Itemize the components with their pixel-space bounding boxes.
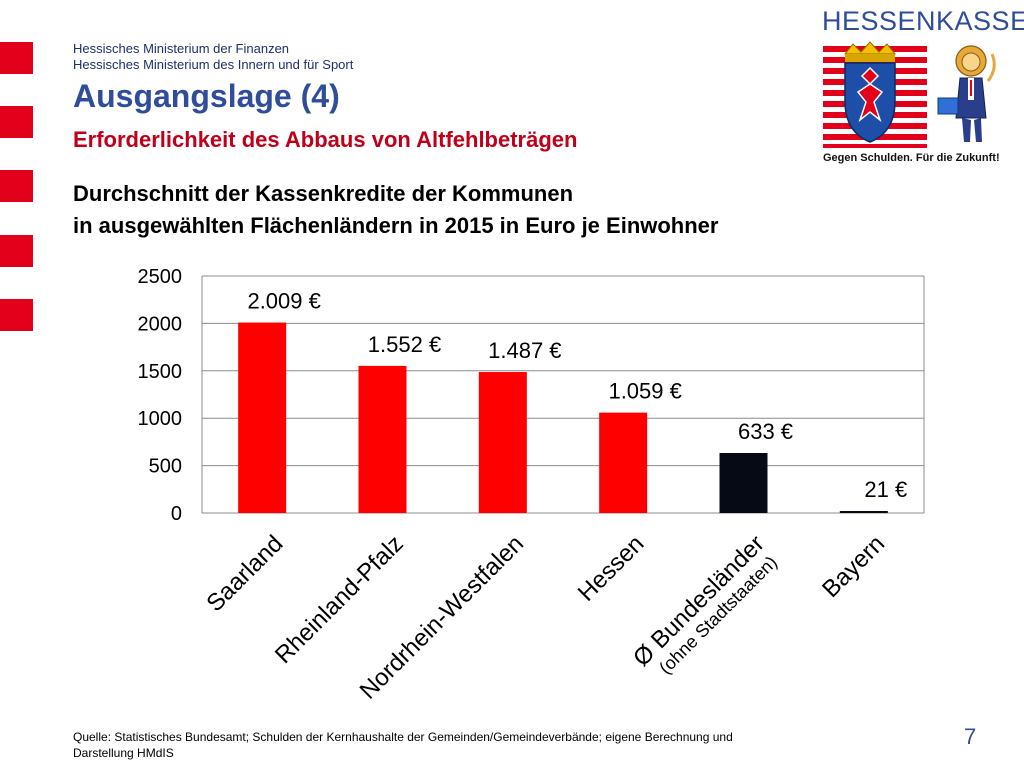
logo-slogan: Gegen Schulden. Für die Zukunft! bbox=[823, 152, 1000, 164]
page-title: Ausgangslage (4) bbox=[73, 78, 340, 114]
hessen-crest-icon bbox=[823, 41, 927, 148]
bar-bayern bbox=[839, 511, 888, 513]
bar-bundesl-nder bbox=[719, 452, 768, 513]
hessenkasse-logo: HESSENKASSE Gegen Schulden. Für die Zuku… bbox=[818, 6, 1024, 172]
x-category-label: Bayern bbox=[817, 530, 890, 603]
bar-rheinland-pfalz bbox=[358, 365, 407, 513]
x-category-label: Ø Bundesländer bbox=[628, 530, 770, 672]
y-tick-label: 2000 bbox=[138, 313, 183, 335]
side-accent-bar-3 bbox=[0, 170, 33, 202]
y-tick-label: 1000 bbox=[138, 408, 183, 430]
source-note: Quelle: Statistisches Bundesamt; Schulde… bbox=[73, 729, 873, 761]
ministry-line-1: Hessisches Ministerium der Finanzen bbox=[73, 41, 290, 56]
bar-saarland bbox=[238, 322, 287, 513]
chart-title-line-2: in ausgewählten Flächenländern in 2015 i… bbox=[73, 213, 719, 238]
side-accent-bar-5 bbox=[0, 299, 33, 331]
x-category-label-group: Hessen bbox=[573, 530, 650, 607]
side-accent-bar-4 bbox=[0, 235, 33, 267]
x-category-label-group: Saarland bbox=[201, 530, 288, 617]
y-tick-label: 0 bbox=[171, 503, 182, 525]
x-category-label-group: Rheinland-Pfalz bbox=[270, 530, 409, 669]
source-line-2: Darstellung HMdIS bbox=[73, 746, 174, 760]
y-tick-label: 2500 bbox=[138, 266, 183, 288]
logo-wordmark: HESSENKASSE bbox=[822, 6, 1024, 36]
ministry-line-2: Hessisches Ministerium des Innern und fü… bbox=[73, 57, 354, 72]
y-tick-label: 500 bbox=[149, 456, 182, 478]
x-category-label-group: Ø Bundesländer(ohne Stadtstaaten) bbox=[628, 530, 781, 678]
data-label: 1.059 € bbox=[608, 379, 681, 404]
x-category-label: Rheinland-Pfalz bbox=[270, 530, 409, 669]
side-accent-bar-1 bbox=[0, 42, 33, 74]
page-number: 7 bbox=[964, 724, 977, 749]
x-category-label: Saarland bbox=[201, 530, 288, 617]
x-category-label: Hessen bbox=[573, 530, 650, 607]
data-label: 2.009 € bbox=[247, 289, 320, 314]
data-label: 1.487 € bbox=[488, 338, 561, 363]
x-category-label-group: Bayern bbox=[817, 530, 890, 603]
side-accent-bar-2 bbox=[0, 106, 33, 138]
bar-nordrhein-westfalen bbox=[478, 372, 527, 513]
source-line-1: Quelle: Statistisches Bundesamt; Schulde… bbox=[73, 730, 733, 744]
chart-title-line-1: Durchschnitt der Kassenkredite der Kommu… bbox=[73, 181, 574, 206]
data-label: 633 € bbox=[738, 419, 793, 444]
bar-hessen bbox=[599, 412, 648, 513]
page-subtitle: Erforderlichkeit des Abbaus von Altfehlb… bbox=[73, 127, 578, 152]
data-label: 21 € bbox=[864, 477, 907, 502]
data-label: 1.552 € bbox=[368, 332, 441, 357]
y-tick-label: 1500 bbox=[138, 361, 183, 383]
cartoon-lion-mascot-icon bbox=[937, 45, 996, 142]
